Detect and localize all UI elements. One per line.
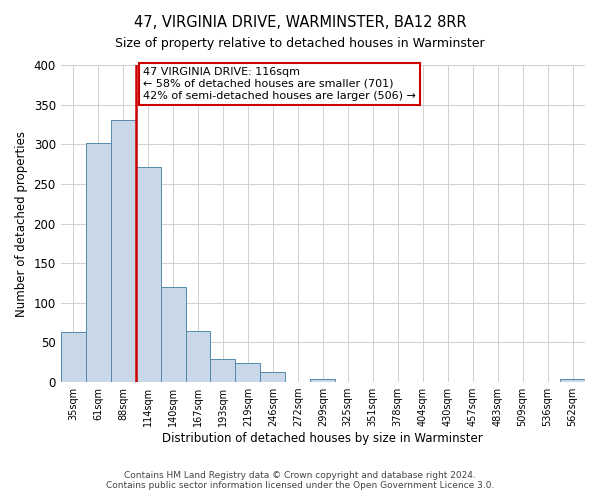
Bar: [560, 379, 585, 382]
Bar: [185, 332, 211, 382]
Text: 47, VIRGINIA DRIVE, WARMINSTER, BA12 8RR: 47, VIRGINIA DRIVE, WARMINSTER, BA12 8RR: [134, 15, 466, 30]
X-axis label: Distribution of detached houses by size in Warminster: Distribution of detached houses by size …: [163, 432, 483, 445]
Bar: [61, 332, 86, 382]
Bar: [260, 372, 286, 382]
Text: Contains HM Land Registry data © Crown copyright and database right 2024.
Contai: Contains HM Land Registry data © Crown c…: [106, 470, 494, 490]
Bar: [211, 359, 235, 382]
Bar: [136, 168, 161, 382]
Bar: [110, 120, 136, 382]
Y-axis label: Number of detached properties: Number of detached properties: [15, 130, 28, 316]
Bar: [235, 363, 260, 382]
Text: Size of property relative to detached houses in Warminster: Size of property relative to detached ho…: [115, 38, 485, 51]
Bar: [86, 142, 110, 382]
Bar: [161, 287, 185, 382]
Bar: [310, 379, 335, 382]
Text: 47 VIRGINIA DRIVE: 116sqm
← 58% of detached houses are smaller (701)
42% of semi: 47 VIRGINIA DRIVE: 116sqm ← 58% of detac…: [143, 68, 416, 100]
